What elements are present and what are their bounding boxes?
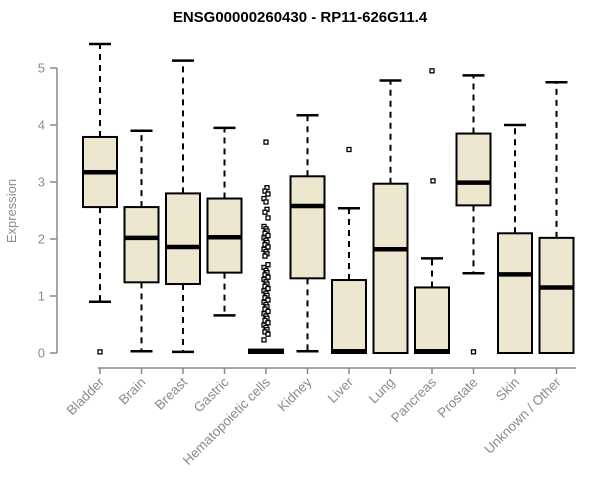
x-category-label: Liver — [325, 374, 357, 406]
x-category-label: Brain — [116, 375, 149, 408]
outlier-point — [470, 349, 477, 355]
outlier-point — [261, 337, 267, 343]
x-category-label: Pancreas — [388, 374, 439, 425]
x-category-label: Lung — [366, 375, 398, 407]
outlier-point — [97, 349, 103, 355]
y-tick-label: 0 — [38, 346, 45, 361]
box-Breast — [165, 192, 201, 286]
outlier-point — [430, 178, 436, 184]
y-tick-label: 3 — [38, 175, 45, 190]
y-tick-label: 4 — [38, 118, 45, 133]
x-category-label: Breast — [152, 374, 190, 412]
x-category-label: Unknown / Other — [481, 374, 564, 457]
x-category-label: Prostate — [434, 375, 480, 421]
box-Prostate — [455, 132, 492, 207]
box-Unknown / Other — [538, 236, 575, 354]
outlier-point — [346, 146, 352, 153]
x-category-label: Gastric — [191, 374, 232, 415]
x-category-label: Kidney — [275, 374, 315, 414]
chart-title: ENSG00000260430 - RP11-626G11.4 — [173, 9, 428, 26]
outlier-point — [429, 68, 435, 74]
x-category-label: Skin — [493, 375, 522, 404]
y-tick-label: 5 — [38, 61, 45, 76]
box-Brain — [123, 206, 160, 284]
outlier-point — [263, 199, 269, 205]
box-Lung — [372, 182, 409, 354]
box-Skin — [497, 232, 533, 354]
x-category-label: Bladder — [64, 374, 108, 418]
y-tick-label: 1 — [38, 289, 45, 304]
box-Kidney — [289, 175, 326, 280]
outlier-point — [262, 253, 268, 259]
box-Pancreas — [414, 286, 450, 355]
outlier-point — [263, 139, 269, 145]
outlier-point — [265, 261, 271, 268]
outlier-point — [265, 191, 271, 197]
outlier-point — [265, 331, 271, 337]
box-Liver — [331, 279, 367, 355]
outlier-point — [262, 188, 268, 194]
outlier-point — [262, 209, 268, 215]
y-tick-label: 2 — [38, 232, 45, 247]
y-axis-label: Expression — [4, 179, 19, 243]
outlier-point — [265, 215, 271, 221]
